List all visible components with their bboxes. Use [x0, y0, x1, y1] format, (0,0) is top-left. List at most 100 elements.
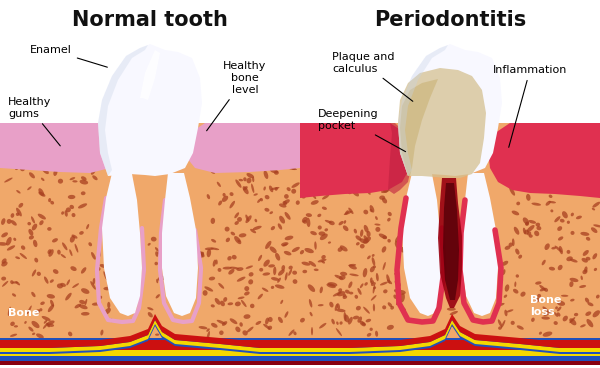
Ellipse shape [376, 227, 380, 232]
Polygon shape [438, 178, 462, 308]
Ellipse shape [348, 208, 353, 214]
Ellipse shape [535, 297, 540, 302]
Ellipse shape [372, 254, 374, 257]
Ellipse shape [50, 300, 54, 307]
Ellipse shape [526, 194, 530, 201]
Ellipse shape [8, 307, 11, 316]
Ellipse shape [91, 168, 96, 175]
Ellipse shape [220, 301, 225, 306]
Ellipse shape [254, 219, 257, 222]
Ellipse shape [371, 295, 377, 301]
Ellipse shape [205, 286, 213, 291]
Ellipse shape [53, 269, 58, 274]
Ellipse shape [244, 161, 253, 166]
Ellipse shape [74, 304, 81, 308]
Ellipse shape [214, 148, 223, 152]
Ellipse shape [310, 231, 317, 235]
Ellipse shape [275, 284, 284, 289]
Ellipse shape [359, 128, 362, 135]
Ellipse shape [348, 282, 352, 288]
Ellipse shape [581, 276, 583, 280]
Ellipse shape [496, 303, 505, 307]
Polygon shape [300, 123, 412, 198]
Ellipse shape [527, 231, 531, 236]
Ellipse shape [319, 323, 326, 329]
Ellipse shape [222, 196, 228, 202]
Ellipse shape [529, 234, 533, 238]
Ellipse shape [560, 137, 565, 145]
Ellipse shape [306, 213, 312, 217]
Ellipse shape [257, 294, 263, 299]
Ellipse shape [547, 142, 553, 146]
Ellipse shape [230, 318, 238, 324]
Ellipse shape [373, 265, 376, 268]
Polygon shape [300, 340, 600, 356]
Ellipse shape [373, 304, 375, 311]
Ellipse shape [346, 169, 350, 174]
Ellipse shape [560, 219, 565, 223]
Ellipse shape [339, 157, 342, 163]
Ellipse shape [554, 312, 558, 317]
Ellipse shape [365, 132, 371, 137]
Ellipse shape [53, 169, 58, 176]
Ellipse shape [57, 141, 61, 144]
Ellipse shape [382, 305, 386, 309]
Ellipse shape [239, 179, 243, 181]
Text: Plaque and
calculus: Plaque and calculus [332, 52, 413, 101]
Ellipse shape [362, 149, 367, 155]
Ellipse shape [16, 281, 20, 285]
Polygon shape [162, 173, 198, 316]
Ellipse shape [336, 328, 342, 336]
Ellipse shape [367, 333, 371, 337]
Ellipse shape [223, 193, 226, 197]
Ellipse shape [265, 208, 269, 212]
Ellipse shape [592, 208, 595, 210]
Ellipse shape [211, 170, 215, 174]
Ellipse shape [245, 164, 250, 171]
Text: Deepening
pocket: Deepening pocket [318, 109, 406, 152]
Ellipse shape [548, 195, 553, 198]
Ellipse shape [36, 333, 44, 339]
Ellipse shape [69, 124, 79, 127]
Ellipse shape [573, 166, 577, 175]
Polygon shape [0, 338, 300, 363]
Ellipse shape [148, 312, 153, 318]
Ellipse shape [215, 298, 220, 305]
Text: Normal tooth: Normal tooth [72, 10, 228, 30]
Ellipse shape [61, 145, 65, 149]
Ellipse shape [380, 136, 383, 139]
Ellipse shape [520, 291, 526, 297]
Ellipse shape [542, 260, 546, 265]
Ellipse shape [364, 163, 368, 167]
Ellipse shape [16, 208, 22, 216]
Ellipse shape [235, 180, 242, 188]
Ellipse shape [20, 166, 25, 171]
Ellipse shape [211, 248, 219, 250]
Ellipse shape [524, 173, 528, 183]
Ellipse shape [544, 139, 552, 141]
Ellipse shape [292, 270, 297, 275]
Ellipse shape [258, 255, 262, 261]
Ellipse shape [532, 153, 535, 157]
Ellipse shape [321, 255, 326, 259]
Ellipse shape [243, 186, 248, 190]
Ellipse shape [344, 312, 346, 322]
Ellipse shape [561, 139, 564, 146]
Ellipse shape [535, 173, 538, 178]
Ellipse shape [107, 302, 110, 308]
Ellipse shape [526, 124, 531, 130]
Ellipse shape [218, 131, 221, 135]
Ellipse shape [528, 220, 536, 224]
Ellipse shape [304, 124, 308, 131]
Ellipse shape [269, 247, 277, 253]
Ellipse shape [374, 223, 380, 226]
Ellipse shape [328, 152, 335, 156]
Polygon shape [0, 123, 120, 173]
Ellipse shape [253, 193, 258, 196]
Ellipse shape [291, 189, 296, 194]
Ellipse shape [387, 325, 394, 330]
Ellipse shape [340, 272, 347, 276]
Ellipse shape [237, 277, 245, 282]
Ellipse shape [396, 290, 406, 295]
Ellipse shape [10, 280, 14, 284]
